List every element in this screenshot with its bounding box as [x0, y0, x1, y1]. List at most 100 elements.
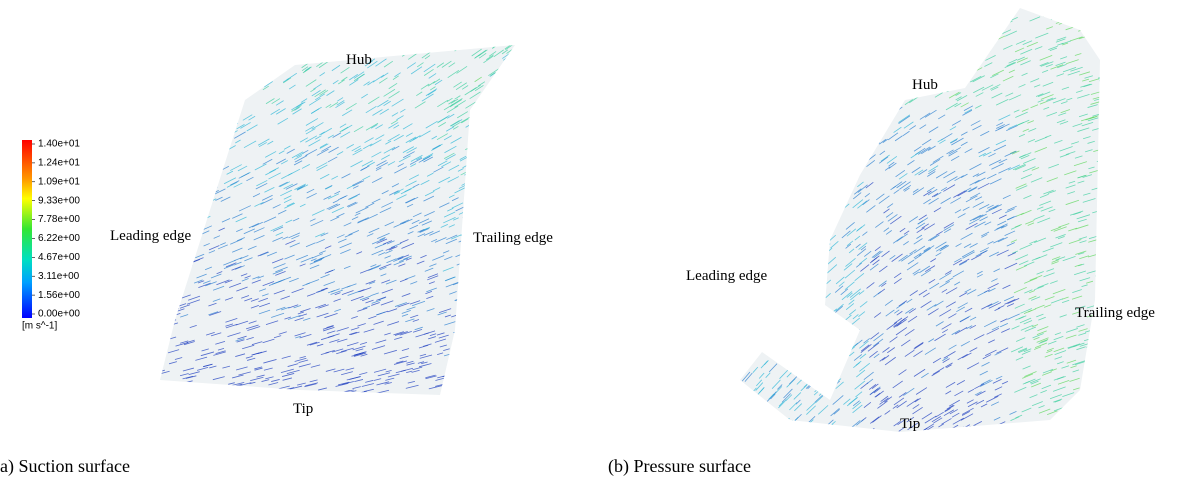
vector [498, 323, 509, 326]
vector [852, 15, 861, 22]
vector [760, 103, 767, 110]
vector [760, 103, 766, 109]
vector [780, 420, 786, 426]
vector [1031, 423, 1037, 426]
vector [191, 141, 200, 146]
vector [178, 34, 187, 40]
vector [453, 329, 465, 333]
vector [480, 182, 486, 185]
vector [504, 360, 517, 364]
vector [738, 191, 744, 198]
vector [776, 29, 783, 36]
vector [513, 205, 519, 208]
colorbar-label: 4.67e+00 [38, 252, 80, 263]
vector [1101, 231, 1113, 234]
vector [191, 66, 197, 70]
vector [175, 44, 183, 49]
vector [889, 59, 898, 65]
vector [809, 305, 816, 312]
vector [215, 155, 223, 159]
vector [749, 322, 756, 329]
vector [497, 73, 504, 78]
vector [973, 21, 980, 24]
vector [767, 202, 773, 208]
vector [796, 27, 805, 36]
vector [486, 155, 494, 159]
vector [761, 107, 766, 112]
vector [499, 359, 511, 362]
vector [492, 284, 502, 288]
vector [741, 208, 748, 216]
vector [896, 52, 905, 58]
vector [756, 85, 761, 91]
vector [483, 213, 489, 216]
vector [936, 7, 943, 11]
vector [192, 79, 198, 83]
vector [333, 57, 338, 61]
vector [762, 423, 771, 433]
vector [472, 183, 477, 186]
vector [481, 314, 491, 317]
vector [468, 366, 478, 369]
vector [1084, 372, 1097, 376]
vector [333, 50, 343, 57]
vector [463, 360, 469, 362]
vector [940, 40, 949, 46]
vector [487, 181, 499, 187]
vector [842, 47, 848, 52]
vector [790, 154, 799, 163]
vector [882, 56, 888, 61]
vector [506, 76, 515, 82]
vector [749, 47, 757, 57]
vector [771, 210, 778, 217]
vector [508, 138, 520, 145]
vector [217, 117, 228, 124]
vector [1102, 106, 1114, 109]
vector [817, 77, 822, 81]
vector [394, 50, 399, 54]
vector [754, 206, 762, 215]
vector [915, 11, 924, 17]
vector [770, 71, 777, 78]
vector [186, 80, 197, 87]
vector [1043, 10, 1049, 12]
vector [807, 317, 813, 323]
vector [778, 0, 787, 5]
vector [785, 251, 794, 260]
vector [887, 13, 897, 20]
vector [819, 70, 829, 79]
vector [500, 37, 505, 41]
vector [486, 200, 492, 203]
vector [737, 340, 743, 347]
vector [736, 62, 745, 73]
vector [760, 63, 768, 71]
figure-canvas: 1.40e+011.24e+011.09e+019.33e+007.78e+00… [0, 0, 1184, 480]
vector [809, 114, 814, 119]
vector [515, 317, 525, 320]
vector [258, 69, 267, 75]
vector [517, 124, 528, 130]
vector [817, 383, 824, 390]
vector [737, 20, 742, 25]
vector [213, 159, 219, 162]
vector [168, 258, 174, 261]
vector [497, 74, 507, 81]
vector [200, 154, 205, 157]
vector [487, 365, 496, 367]
vector [153, 114, 158, 117]
vector [217, 395, 224, 397]
vector [170, 386, 182, 389]
vector [742, 286, 750, 296]
vector [869, 134, 879, 142]
vector [824, 91, 829, 95]
vector [778, 231, 787, 240]
vector [872, 21, 882, 28]
vector [384, 36, 389, 40]
vector [483, 333, 491, 336]
vector [925, 41, 936, 48]
vector [266, 61, 274, 66]
vector [1101, 262, 1111, 265]
vector [1051, 17, 1058, 20]
vector [756, 135, 764, 144]
vector [223, 45, 231, 51]
